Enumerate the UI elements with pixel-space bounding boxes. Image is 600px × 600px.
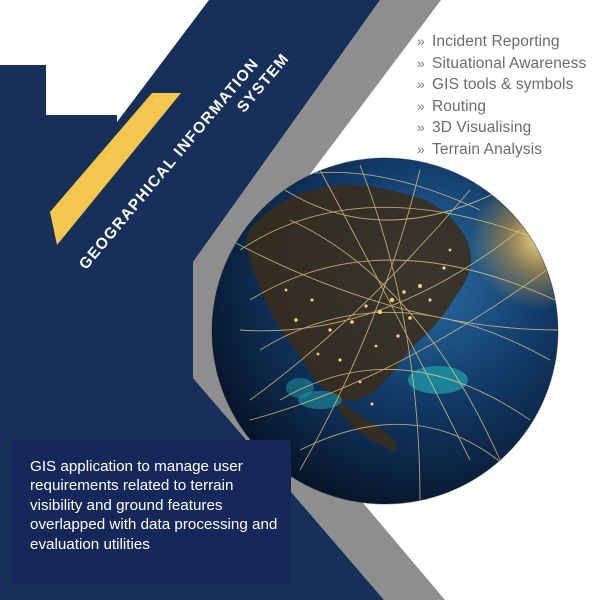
feature-list: » Incident Reporting » Situational Awarene… [417,31,586,161]
feature-label: GIS tools & symbols [432,76,574,94]
feature-label: Incident Reporting [432,33,560,50]
feature-item: » Incident Reporting [417,31,586,53]
description-box: GIS application to manage user requireme… [12,440,291,585]
feature-item: » Terrain Analysis [417,139,586,161]
feature-item: » 3D Visualising [417,117,586,139]
bullet-icon: » [417,33,425,49]
feature-item: » Situational Awareness [417,53,586,75]
feature-item: » GIS tools & symbols [417,74,586,96]
yellow-accent [50,93,181,245]
bullet-icon: » [417,140,425,157]
bullet-icon: » [417,97,425,114]
bullet-icon: » [417,76,425,93]
feature-label: 3D Visualising [432,119,532,137]
feature-label: Situational Awareness [432,54,587,72]
bullet-icon: » [417,54,425,71]
description-text: GIS application to manage user requireme… [30,458,278,553]
feature-item: » Routing [417,96,586,118]
feature-label: Routing [432,97,487,115]
feature-label: Terrain Analysis [432,140,543,158]
bullet-icon: » [417,119,425,136]
